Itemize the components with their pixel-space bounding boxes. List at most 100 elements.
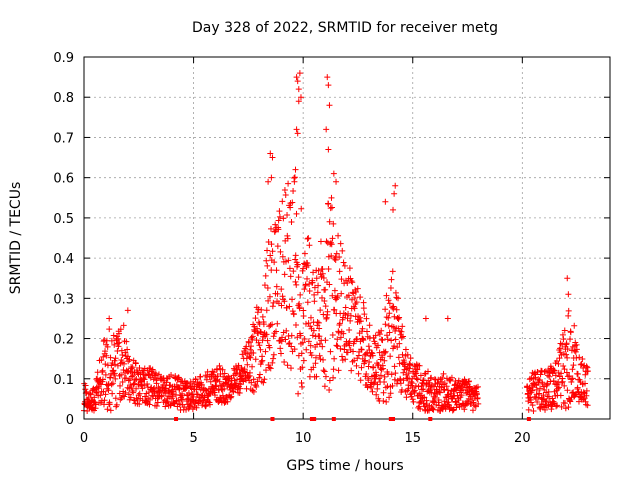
data-point [258,306,265,313]
data-point [563,369,570,376]
data-point [243,343,250,350]
data-point [470,399,477,406]
data-point [294,334,301,341]
data-point [310,364,317,371]
data-point [228,393,235,400]
data-point [431,398,438,405]
data-point [342,356,349,363]
data-point [107,374,114,381]
data-point [258,358,265,365]
data-point [115,343,122,350]
data-point [582,398,589,405]
data-point [548,406,555,413]
data-point [565,291,572,298]
data-point [299,339,306,346]
data-point [550,378,557,385]
data-point [120,360,127,367]
data-point [264,285,271,292]
baseline-mark [309,417,314,421]
data-point [395,295,402,302]
data-point [386,300,393,307]
data-point [409,384,416,391]
data-point [403,394,410,401]
data-point [186,402,193,409]
data-point [202,403,209,410]
data-point [249,333,256,340]
data-point [294,78,301,85]
data-point [150,386,157,393]
data-point [261,282,268,289]
data-point [398,387,405,394]
data-point [362,357,369,364]
data-point [563,340,570,347]
data-point [117,326,124,333]
data-point [394,344,401,351]
data-point [230,387,237,394]
data-point [252,315,259,322]
data-point [379,354,386,361]
data-point [378,327,385,334]
data-point [92,401,99,408]
data-point [270,299,277,306]
data-point [430,393,437,400]
data-point [377,372,384,379]
data-point [133,376,140,383]
data-point [225,378,232,385]
data-point [300,312,307,319]
data-point [296,305,303,312]
data-point [116,339,123,346]
data-point [330,366,337,373]
data-point [361,311,368,318]
data-point [98,397,105,404]
data-point [382,306,389,313]
data-point [421,370,428,377]
data-point [146,401,153,408]
data-point [325,146,332,153]
data-point [309,332,316,339]
data-point [269,359,276,366]
data-point [339,353,346,360]
data-point [263,257,270,264]
data-point [342,304,349,311]
data-point [420,400,427,407]
data-point [368,384,375,391]
data-point [415,383,422,390]
data-point [106,315,113,322]
data-point [283,327,290,334]
data-point [584,364,591,371]
data-point [326,386,333,393]
data-point [282,336,289,343]
data-point [376,331,383,338]
data-point [288,343,295,350]
data-point [321,383,328,390]
data-point [466,378,473,385]
data-point [276,208,283,215]
data-point [289,199,296,206]
data-point [108,337,115,344]
data-point [127,394,134,401]
data-point [314,341,321,348]
data-point [392,336,399,343]
data-point [557,392,564,399]
data-point [192,376,199,383]
data-point [410,398,417,405]
data-point [424,406,431,413]
data-point [566,373,573,380]
data-point [356,314,363,321]
data-point [386,394,393,401]
data-point [265,361,272,368]
data-point [316,352,323,359]
data-point [375,342,382,349]
data-point [554,385,561,392]
data-point [139,385,146,392]
data-point [353,362,360,369]
data-point [333,250,340,257]
data-point [441,380,448,387]
data-point [142,393,149,400]
data-point [205,398,212,405]
data-point [179,396,186,403]
data-point [285,180,292,187]
data-point [328,241,335,248]
data-point [211,392,218,399]
data-point [319,294,326,301]
